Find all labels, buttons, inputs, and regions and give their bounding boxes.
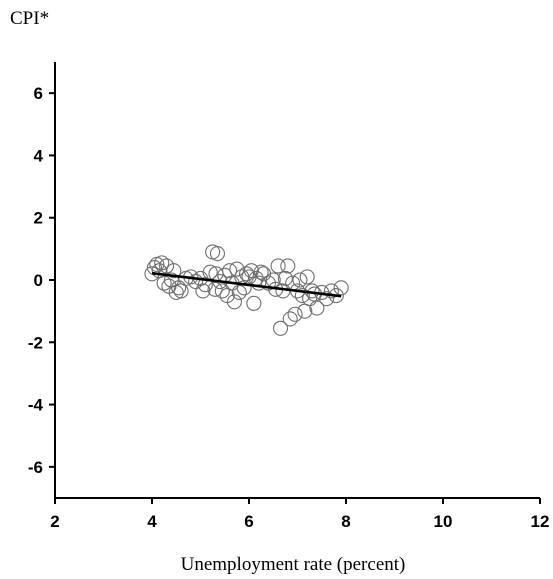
- x-tick-label: 12: [531, 512, 550, 531]
- y-tick-label: 4: [34, 146, 44, 165]
- x-tick-label: 4: [147, 512, 157, 531]
- data-point: [188, 274, 204, 290]
- data-point: [243, 263, 259, 279]
- data-point: [156, 275, 172, 291]
- data-point: [272, 320, 289, 336]
- data-point: [280, 258, 296, 274]
- data-point: [171, 280, 187, 296]
- data-point: [173, 283, 189, 299]
- data-point: [195, 283, 211, 299]
- y-tick-label: -2: [28, 333, 43, 352]
- data-point: [239, 266, 255, 282]
- data-point: [292, 272, 308, 288]
- axes: [54, 62, 540, 499]
- data-point: [294, 288, 310, 304]
- data-point: [229, 261, 245, 277]
- data-point: [246, 295, 262, 311]
- y-axis-label: CPI*: [10, 8, 49, 29]
- data-point: [333, 280, 349, 296]
- data-point: [222, 263, 238, 279]
- data-point: [209, 245, 226, 262]
- data-point: [166, 263, 182, 279]
- data-point: [319, 291, 335, 307]
- data-point: [282, 311, 298, 327]
- scatter-points: [144, 244, 349, 336]
- data-point: [253, 264, 269, 280]
- x-tick-label: 6: [244, 512, 253, 531]
- x-tick-label: 10: [434, 512, 453, 531]
- y-tick-label: -6: [28, 458, 43, 477]
- y-tick-label: 0: [34, 271, 43, 290]
- data-point: [270, 258, 286, 274]
- data-point: [323, 283, 340, 299]
- data-point: [251, 275, 267, 291]
- data-point: [159, 258, 175, 274]
- data-point: [231, 284, 247, 301]
- data-point: [309, 300, 325, 316]
- fit-line-group: [151, 271, 342, 298]
- data-point: [226, 294, 242, 310]
- data-point: [154, 255, 170, 271]
- x-tick-label: 2: [50, 512, 59, 531]
- ticks: 6 4 2 0 -2 -4 -6 2 4 6 8 10 12: [28, 84, 550, 531]
- x-tick-label: 8: [341, 512, 350, 531]
- y-tick-label: 6: [34, 84, 43, 103]
- y-tick-label: 2: [34, 209, 43, 228]
- data-point: [207, 281, 223, 297]
- y-tick-label: -4: [28, 396, 44, 415]
- data-point: [277, 270, 293, 286]
- fit-line: [151, 271, 342, 298]
- data-point: [287, 306, 303, 322]
- x-axis-label: Unemployment rate (percent): [181, 554, 406, 575]
- data-point: [299, 269, 315, 285]
- data-point: [214, 283, 230, 299]
